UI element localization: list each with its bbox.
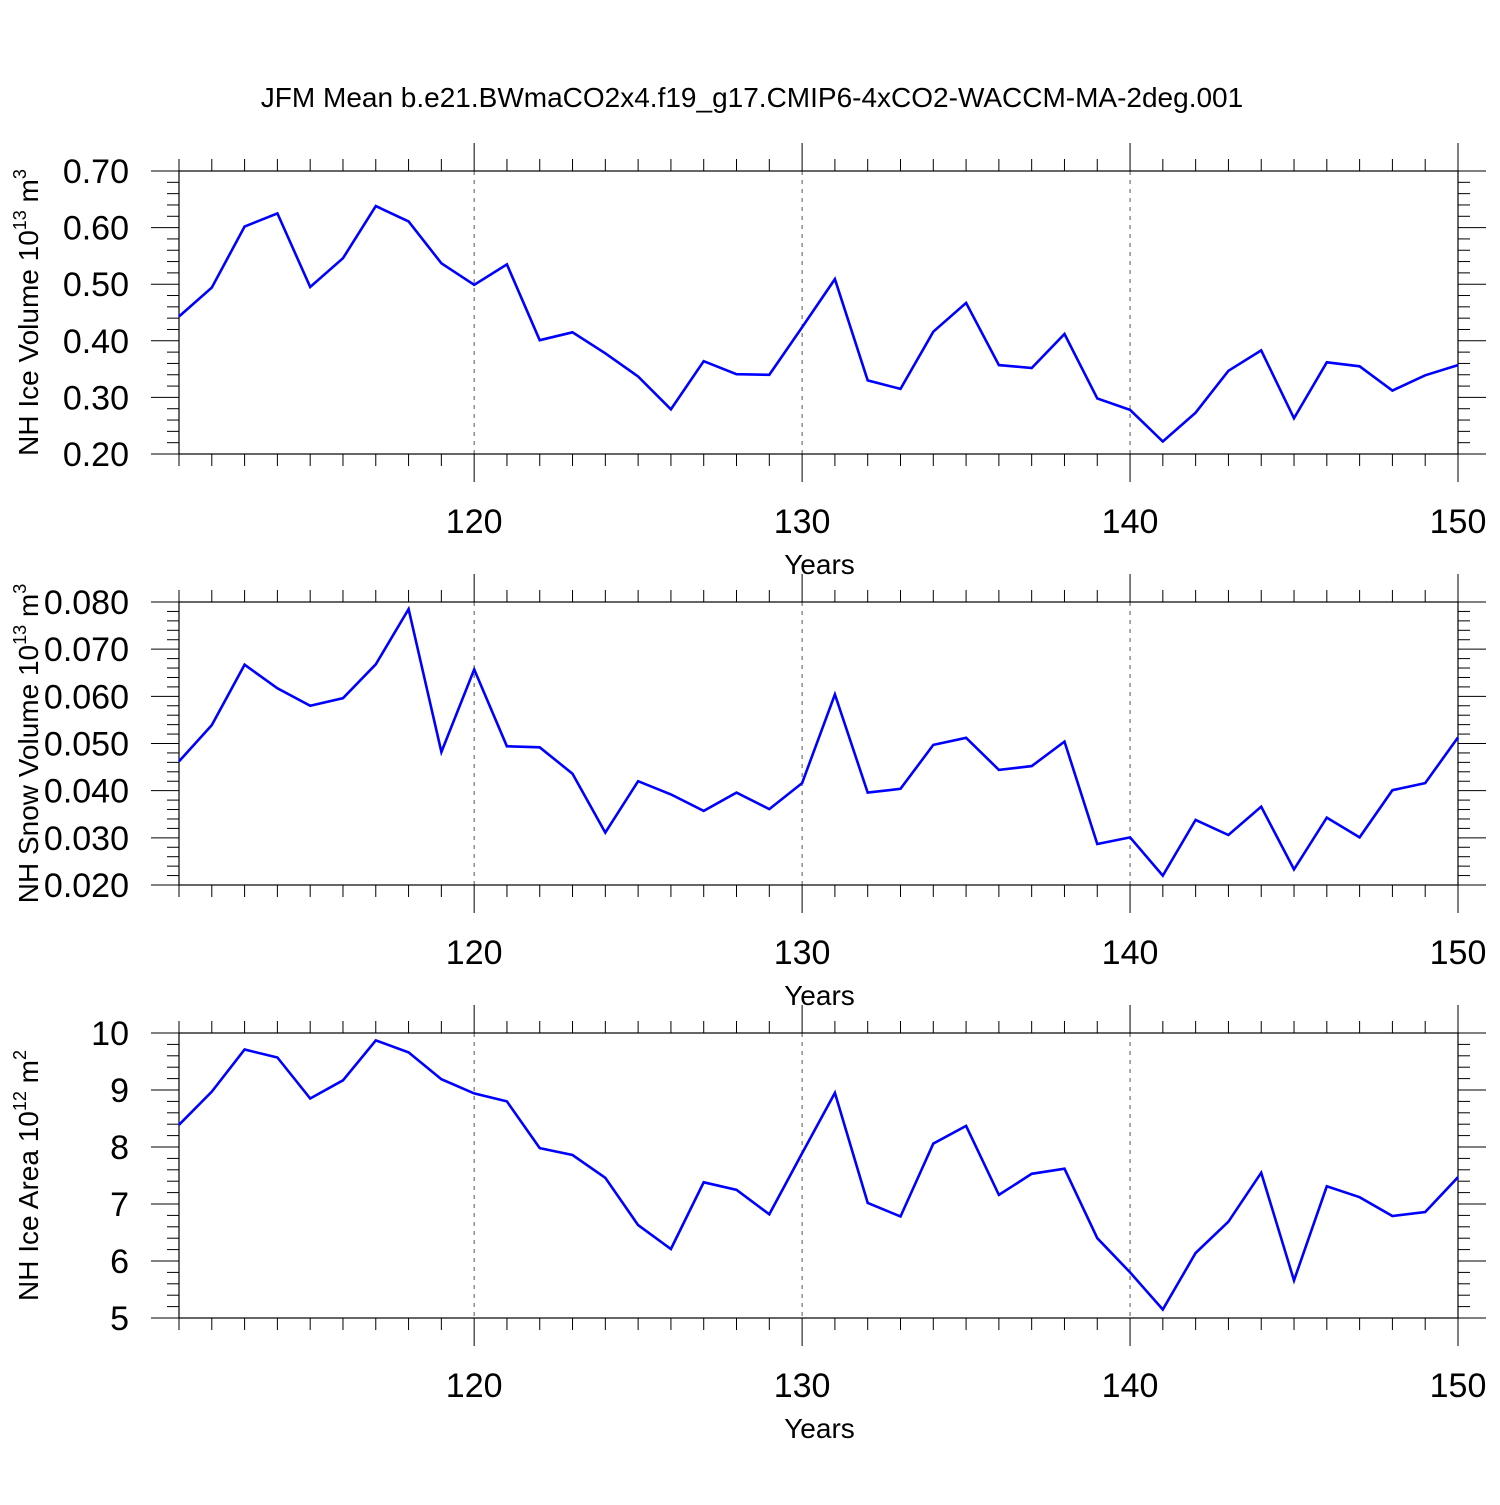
panel-2: 120 130 140 150 0.020 0.030 0.040 0.050 0.060 0.0… (10, 574, 1486, 1011)
y-axis-title-text: NH Ice Area 10 (13, 1111, 44, 1301)
plot-frame (179, 602, 1458, 885)
y-axis-title-text: m (13, 594, 44, 625)
x-tick-label: 120 (446, 503, 503, 541)
y-tick-label: 0.070 (44, 631, 129, 669)
y-tick-label: 0.050 (44, 726, 129, 764)
y-tick-label: 0.60 (63, 210, 129, 248)
y-axis-title-text: NH Snow Volume 10 (13, 645, 44, 903)
x-axis-title: Years (784, 1413, 855, 1444)
x-tick-label: 150 (1430, 1367, 1487, 1405)
y-tick-label: 8 (110, 1129, 129, 1167)
x-tick-label: 140 (1102, 934, 1159, 972)
y-axis-title-superscript: 12 (10, 1091, 30, 1111)
x-axis-title: Years (784, 980, 855, 1011)
x-tick-label: 120 (446, 1367, 503, 1405)
x-axis-title: Years (784, 549, 855, 580)
y-tick-label: 0.060 (44, 678, 129, 716)
y-tick-label: 0.50 (63, 266, 129, 304)
y-tick-label: 0.030 (44, 820, 129, 858)
y-axis-title-text: m (13, 1060, 44, 1091)
panel-3: 120 130 140 150 5 6 7 8 9 10 Years NH Ice Area 1012… (10, 1005, 1486, 1444)
y-tick-label: 0.40 (63, 323, 129, 361)
x-tick-label: 130 (774, 1367, 831, 1405)
y-tick-label: 7 (110, 1186, 129, 1224)
x-tick-label: 140 (1102, 1367, 1159, 1405)
y-tick-label: 0.080 (44, 584, 129, 622)
y-tick-label: 0.040 (44, 773, 129, 811)
y-axis-title: NH Ice Volume 1013 m3 (10, 169, 44, 456)
y-tick-label: 5 (110, 1300, 129, 1338)
chart-title: JFM Mean b.e21.BWmaCO2x4.f19_g17.CMIP6-4… (261, 82, 1243, 113)
y-axis-title-superscript: 13 (10, 625, 30, 645)
y-axis-title-text: m (13, 179, 44, 210)
y-axis-title-superscript: 13 (10, 210, 30, 230)
y-axis-title-text: NH Ice Volume 10 (13, 230, 44, 456)
y-axis-title-superscript: 2 (10, 1050, 30, 1060)
y-tick-label: 0.70 (63, 153, 129, 191)
y-axis-title: NH Ice Area 1012 m2 (10, 1050, 44, 1301)
x-tick-label: 130 (774, 503, 831, 541)
panel-1: 120 130 140 150 0.20 0.30 0.40 0.50 0.60 0.70 Year… (10, 143, 1486, 580)
x-tick-label: 150 (1430, 503, 1487, 541)
series-line (179, 609, 1458, 876)
y-axis-title-superscript: 3 (10, 169, 30, 179)
y-axis-title: NH Snow Volume 1013 m3 (10, 584, 44, 904)
y-tick-label: 0.30 (63, 379, 129, 417)
y-tick-label: 0.20 (63, 436, 129, 474)
x-tick-label: 150 (1430, 934, 1487, 972)
x-tick-label: 130 (774, 934, 831, 972)
series-line (179, 1040, 1458, 1309)
y-tick-label: 9 (110, 1072, 129, 1110)
plot-frame (179, 1033, 1458, 1318)
series-line (179, 206, 1458, 441)
x-tick-label: 140 (1102, 503, 1159, 541)
y-tick-label: 10 (91, 1015, 129, 1053)
x-tick-label: 120 (446, 934, 503, 972)
y-axis-title-superscript: 3 (10, 584, 30, 594)
y-tick-label: 0.020 (44, 867, 129, 905)
y-tick-label: 6 (110, 1243, 129, 1281)
